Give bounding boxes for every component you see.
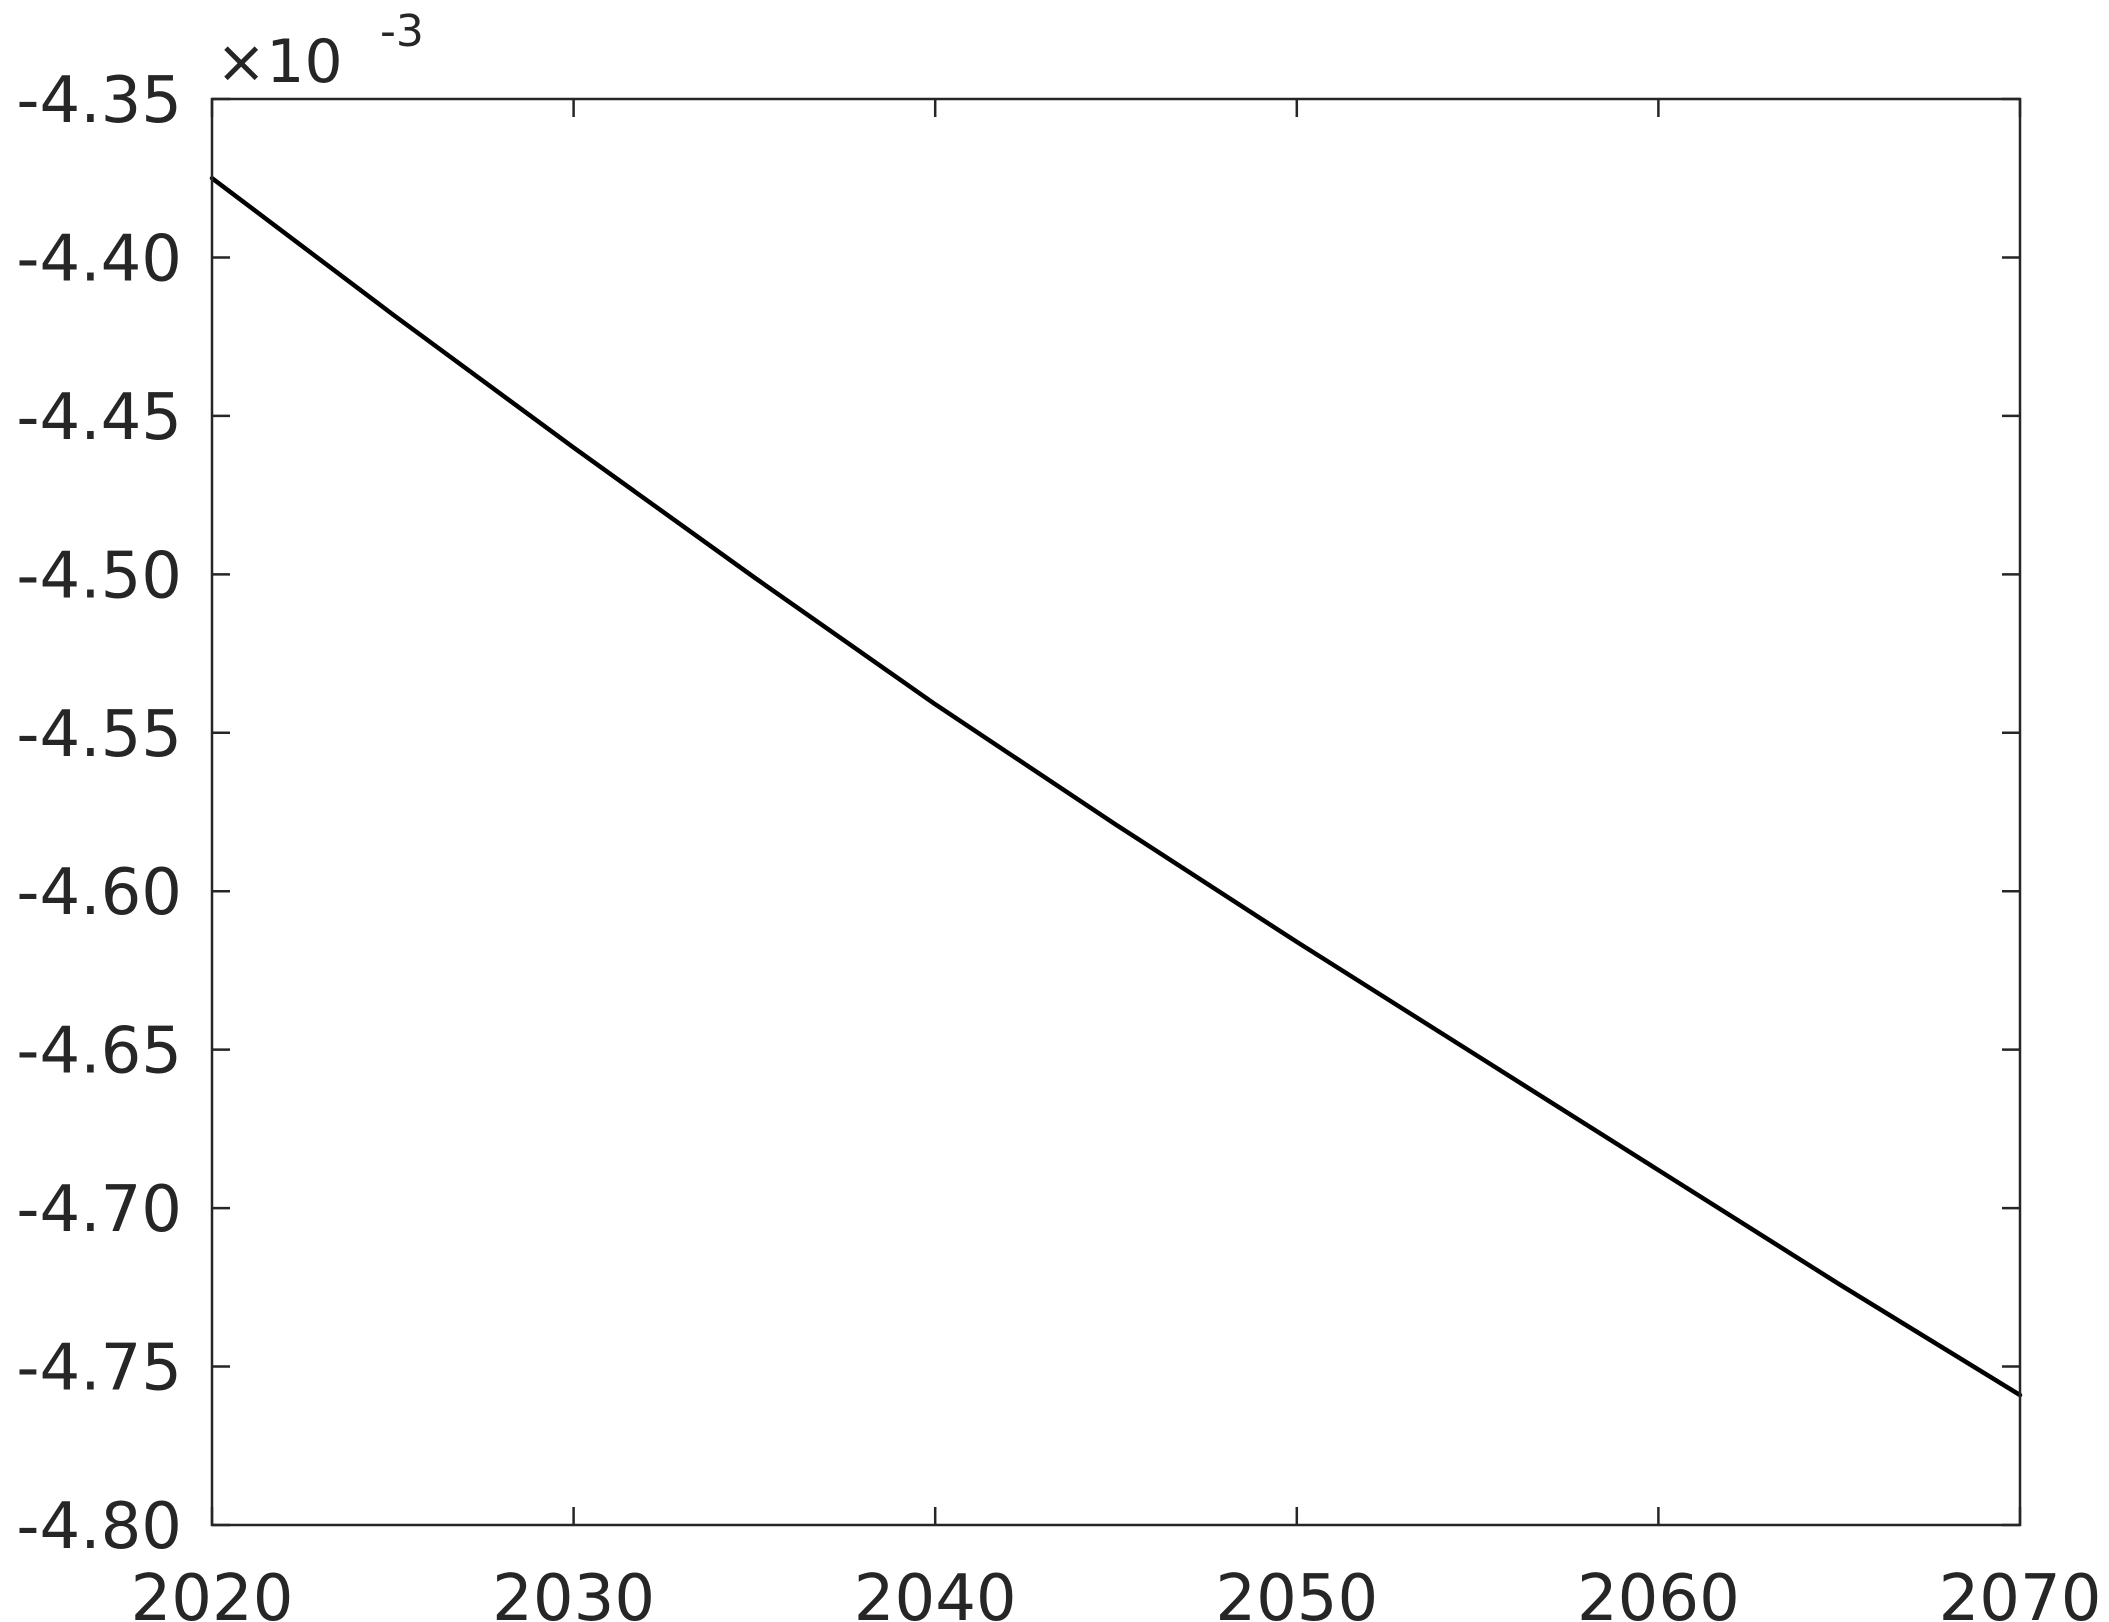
y-tick-label: -4.80 (16, 1490, 182, 1564)
y-tick-label: -4.40 (16, 222, 182, 296)
y-tick-label: -4.35 (16, 64, 182, 138)
plot-series (209, 175, 2023, 1398)
y-multiplier-base: ×10 (216, 27, 343, 97)
y-multiplier-exponent: -3 (380, 6, 424, 57)
x-axis-ticks (210, 99, 2022, 1525)
y-tick-label: -4.55 (16, 698, 182, 772)
y-axis-tick-labels: -4.35 -4.40 -4.45 -4.50 -4.55 -4.60 -4.65 -4.70… (16, 64, 182, 1564)
x-axis-tick-labels: 2020 2030 2040 2050 2060 2070 (131, 1562, 2102, 1622)
plot-area-frame (210, 97, 2022, 1527)
y-axis-multiplier: ×10 -3 (216, 6, 424, 97)
y-tick-label: -4.60 (16, 856, 182, 930)
y-tick-label: -4.75 (16, 1332, 182, 1406)
y-tick-label: -4.70 (16, 1173, 182, 1247)
x-tick-label: 2060 (1577, 1562, 1740, 1622)
x-tick-label: 2050 (1215, 1562, 1378, 1622)
x-tick-label: 2040 (854, 1562, 1017, 1622)
x-tick-label: 2070 (1939, 1562, 2102, 1622)
y-axis-ticks (212, 97, 2020, 1527)
series-line (209, 175, 2023, 1398)
x-tick-label: 2020 (131, 1562, 294, 1622)
y-tick-label: -4.50 (16, 539, 182, 613)
x-tick-label: 2030 (492, 1562, 655, 1622)
y-tick-label: -4.45 (16, 381, 182, 455)
y-tick-label: -4.65 (16, 1015, 182, 1089)
